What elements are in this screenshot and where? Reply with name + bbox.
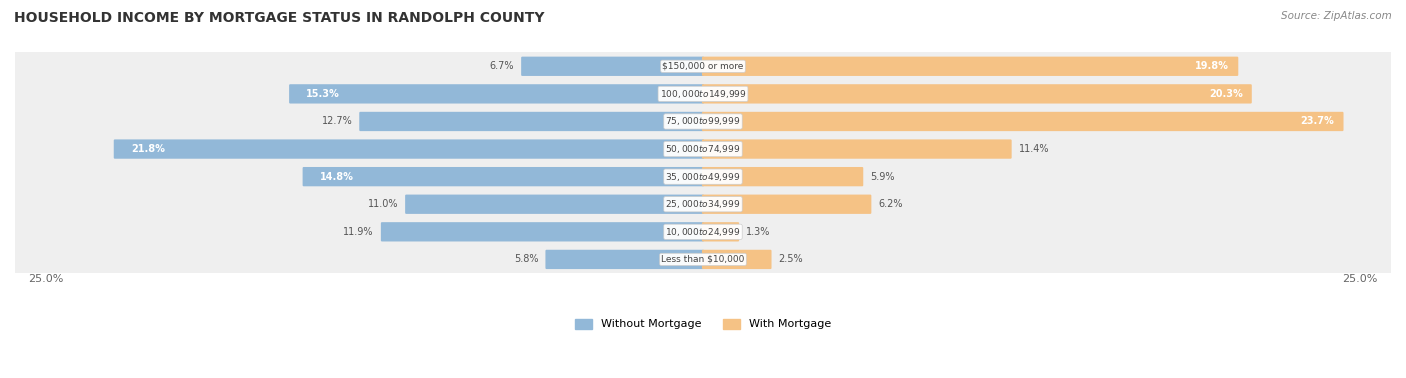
Text: 1.3%: 1.3% [747,227,770,237]
FancyBboxPatch shape [702,57,1239,76]
Text: 5.8%: 5.8% [515,254,538,265]
Text: 21.8%: 21.8% [131,144,165,154]
FancyBboxPatch shape [381,222,704,242]
Text: $75,000 to $99,999: $75,000 to $99,999 [665,115,741,127]
FancyBboxPatch shape [702,250,772,269]
FancyBboxPatch shape [702,195,872,214]
FancyBboxPatch shape [405,195,704,214]
Bar [15,191,1391,218]
Bar [15,53,1391,80]
Text: 12.7%: 12.7% [322,116,353,127]
Text: $150,000 or more: $150,000 or more [662,62,744,71]
FancyBboxPatch shape [702,167,863,186]
FancyBboxPatch shape [546,250,704,269]
FancyBboxPatch shape [702,112,1344,131]
Bar [15,246,1391,273]
Text: 11.9%: 11.9% [343,227,374,237]
Text: 14.8%: 14.8% [321,172,354,182]
FancyBboxPatch shape [702,84,1251,104]
Text: 2.5%: 2.5% [779,254,803,265]
Text: 25.0%: 25.0% [28,274,63,284]
FancyBboxPatch shape [114,139,704,159]
Text: 5.9%: 5.9% [870,172,894,182]
Bar [15,135,1391,163]
Text: 19.8%: 19.8% [1195,61,1229,71]
FancyBboxPatch shape [522,57,704,76]
Text: 15.3%: 15.3% [307,89,340,99]
FancyBboxPatch shape [290,84,704,104]
Bar [15,218,1391,246]
Text: 25.0%: 25.0% [1343,274,1378,284]
Bar [15,163,1391,191]
Text: Less than $10,000: Less than $10,000 [661,255,745,264]
Text: $50,000 to $74,999: $50,000 to $74,999 [665,143,741,155]
Text: $35,000 to $49,999: $35,000 to $49,999 [665,170,741,183]
Legend: Without Mortgage, With Mortgage: Without Mortgage, With Mortgage [571,314,835,334]
FancyBboxPatch shape [702,139,1012,159]
Text: Source: ZipAtlas.com: Source: ZipAtlas.com [1281,11,1392,21]
FancyBboxPatch shape [702,222,740,242]
Bar [15,108,1391,135]
Bar [15,80,1391,108]
Text: 23.7%: 23.7% [1301,116,1334,127]
Text: 11.4%: 11.4% [1019,144,1049,154]
Text: $10,000 to $24,999: $10,000 to $24,999 [665,226,741,238]
Text: $100,000 to $149,999: $100,000 to $149,999 [659,88,747,100]
FancyBboxPatch shape [360,112,704,131]
Text: 20.3%: 20.3% [1209,89,1243,99]
Text: 11.0%: 11.0% [367,199,398,209]
Text: 6.7%: 6.7% [489,61,515,71]
Text: HOUSEHOLD INCOME BY MORTGAGE STATUS IN RANDOLPH COUNTY: HOUSEHOLD INCOME BY MORTGAGE STATUS IN R… [14,11,544,25]
Text: $25,000 to $34,999: $25,000 to $34,999 [665,198,741,210]
Text: 6.2%: 6.2% [879,199,903,209]
FancyBboxPatch shape [302,167,704,186]
